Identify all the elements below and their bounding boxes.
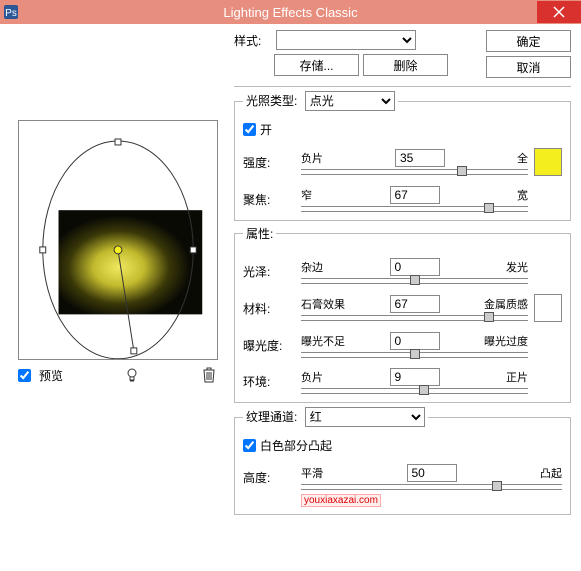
title-bar: Ps Lighting Effects Classic [0,0,581,24]
svg-text:Ps: Ps [5,8,17,19]
exposure-input[interactable] [390,332,440,350]
height-right-label: 凸起 [540,465,562,481]
light-on-label: 开 [260,121,272,138]
slider-thumb[interactable] [457,166,467,176]
focus-slider[interactable] [301,206,528,212]
height-input[interactable] [407,464,457,482]
close-icon [553,6,565,18]
white-high-label: 白色部分凸起 [260,437,332,454]
slider-thumb[interactable] [410,349,420,359]
ambience-right-label: 正片 [506,369,528,385]
slider-thumb[interactable] [492,481,502,491]
light-type-legend: 光照类型: [246,94,297,108]
intensity-right-label: 全 [517,150,528,166]
gloss-input[interactable] [390,258,440,276]
intensity-input[interactable] [395,149,445,167]
light-type-select[interactable]: 点光 [305,91,395,111]
focus-left-label: 窄 [301,187,312,203]
material-left-label: 石膏效果 [301,296,345,312]
gloss-slider[interactable] [301,278,528,284]
trash-icon [202,367,216,383]
texture-legend: 纹理通道: [246,410,297,424]
style-select[interactable] [276,30,416,50]
height-left-label: 平滑 [301,465,323,481]
exposure-right-label: 曝光过度 [484,333,528,349]
slider-thumb[interactable] [484,312,494,322]
texture-channel-select[interactable]: 红 [305,407,425,427]
attributes-legend: 属性: [243,225,276,242]
intensity-label: 强度: [243,154,295,171]
window-title: Lighting Effects Classic [223,5,357,20]
save-button[interactable]: 存储... [274,54,359,76]
light-color-swatch[interactable] [534,148,562,176]
material-label: 材料: [243,300,295,317]
ambience-slider[interactable] [301,388,528,394]
preview-canvas[interactable] [18,120,218,360]
material-right-label: 金属质感 [484,296,528,312]
watermark: youxiaxazai.com [301,494,381,507]
exposure-left-label: 曝光不足 [301,333,345,349]
close-button[interactable] [537,1,581,23]
cancel-button[interactable]: 取消 [486,56,571,78]
focus-input[interactable] [390,186,440,204]
ambient-color-swatch[interactable] [534,294,562,322]
preview-checkbox[interactable] [18,369,31,382]
gloss-right-label: 发光 [506,259,528,275]
slider-thumb[interactable] [410,275,420,285]
style-label: 样式: [234,32,270,49]
exposure-label: 曝光度: [243,337,295,354]
gloss-label: 光泽: [243,263,295,280]
material-input[interactable] [390,295,440,313]
lightbulb-icon [124,367,140,383]
gloss-left-label: 杂边 [301,259,323,275]
add-light-button[interactable] [123,366,141,384]
light-type-group: 光照类型: 点光 开 强度: 负片 全 [234,91,571,221]
delete-light-button[interactable] [200,366,218,384]
ok-button[interactable]: 确定 [486,30,571,52]
slider-thumb[interactable] [419,385,429,395]
attributes-group: 属性: 光泽: 杂边 发光 材料: [234,225,571,403]
ambience-left-label: 负片 [301,369,323,385]
focus-right-label: 宽 [517,187,528,203]
app-icon: Ps [3,4,19,20]
intensity-slider[interactable] [301,169,528,175]
light-on-checkbox[interactable] [243,123,256,136]
preview-label: 预览 [39,367,63,384]
height-label: 高度: [243,469,295,486]
texture-group: 纹理通道: 红 白色部分凸起 高度: 平滑 凸起 [234,407,571,515]
ambience-label: 环境: [243,373,295,390]
white-high-checkbox[interactable] [243,439,256,452]
exposure-slider[interactable] [301,352,528,358]
slider-thumb[interactable] [484,203,494,213]
material-slider[interactable] [301,315,528,321]
style-group: 样式: 存储... 删除 确定 取消 [234,30,571,87]
focus-label: 聚焦: [243,191,295,208]
ambience-input[interactable] [390,368,440,386]
height-slider[interactable] [301,484,562,490]
intensity-left-label: 负片 [301,150,323,166]
delete-button[interactable]: 删除 [363,54,448,76]
